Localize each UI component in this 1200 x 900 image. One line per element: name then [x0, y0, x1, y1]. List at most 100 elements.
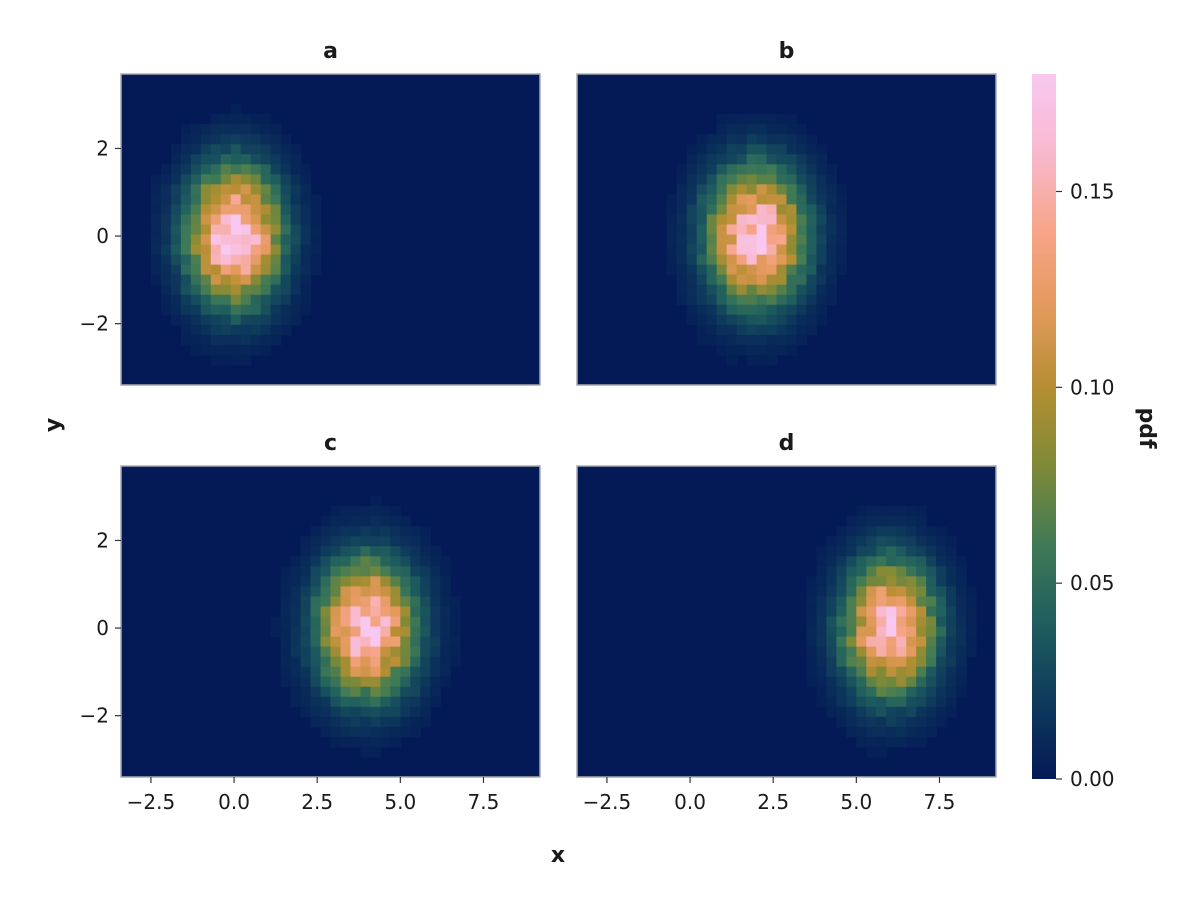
heatmap-cell	[160, 204, 172, 216]
heatmap-cell	[280, 284, 292, 296]
heatmap-cell	[370, 646, 381, 658]
heatmap-cell	[816, 284, 828, 296]
heatmap-cell	[230, 314, 242, 326]
heatmap-cell	[956, 566, 967, 577]
heatmap-cell	[926, 546, 937, 557]
x-axis-label: x	[551, 843, 565, 868]
heatmap-cell	[400, 636, 411, 648]
heatmap-cell	[310, 696, 322, 708]
heatmap-cell	[170, 294, 182, 306]
heatmap-cell	[260, 294, 272, 306]
heatmap-cell	[380, 686, 391, 698]
heatmap-cell	[280, 214, 292, 226]
heatmap-cell	[420, 546, 431, 557]
heatmap-cell	[686, 224, 698, 236]
heatmap-cell	[420, 536, 431, 547]
heatmap-cell	[370, 636, 381, 648]
heatmap-cell	[716, 344, 728, 356]
heatmap-cell	[816, 636, 828, 648]
heatmap-cell	[170, 264, 182, 276]
heatmap-cell	[916, 656, 927, 668]
heatmap-cell	[400, 546, 411, 557]
heatmap-cell	[190, 254, 202, 266]
heatmap-cell	[210, 194, 222, 206]
heatmap-cell	[450, 636, 461, 648]
heatmap-cell	[766, 324, 778, 336]
heatmap-cell	[836, 204, 847, 216]
heatmap-cell	[796, 254, 808, 266]
heatmap-cell	[776, 294, 788, 306]
heatmap-cell	[410, 656, 421, 668]
heatmap-cell	[270, 616, 282, 628]
heatmap-cell	[170, 144, 182, 155]
heatmap-cell	[736, 284, 748, 296]
heatmap-cell	[200, 264, 212, 276]
heatmap-cell	[270, 234, 282, 246]
y-tick-label: 2	[96, 136, 109, 160]
heatmap-cell	[160, 274, 172, 286]
heatmap-cell	[746, 164, 758, 175]
heatmap-cell	[886, 656, 897, 668]
heatmap-cell	[736, 114, 748, 125]
heatmap-cell	[290, 304, 302, 316]
heatmap-cell	[946, 556, 957, 567]
panel-b: b	[576, 39, 997, 386]
heatmap-cell	[290, 586, 302, 598]
heatmap-cell	[676, 164, 688, 175]
heatmap-cell	[916, 666, 927, 678]
heatmap-cell	[766, 224, 778, 236]
heatmap-cell	[846, 656, 857, 668]
heatmap-cell	[220, 124, 232, 135]
heatmap-cell	[826, 566, 837, 577]
heatmap-cell	[410, 536, 421, 547]
heatmap-cell	[310, 716, 322, 728]
heatmap-cell	[180, 274, 192, 286]
heatmap-cell	[836, 234, 847, 246]
heatmap-cell	[926, 656, 937, 668]
heatmap-cell	[180, 294, 192, 306]
heatmap-cell	[816, 616, 828, 628]
heatmap-cell	[916, 576, 927, 587]
heatmap-cell	[330, 546, 342, 557]
heatmap-cell	[856, 686, 867, 698]
heatmap-cell	[240, 114, 252, 125]
heatmap-cell	[200, 274, 212, 286]
heatmap-cell	[806, 646, 818, 658]
heatmap-cell	[310, 264, 322, 276]
heatmap-cell	[440, 586, 451, 598]
heatmap-cell	[966, 636, 977, 648]
heatmap-cell	[696, 224, 708, 236]
heatmap-cell	[160, 254, 172, 266]
heatmap-cell	[290, 686, 302, 698]
heatmap-cell	[916, 716, 927, 728]
heatmap-cell	[410, 526, 421, 537]
heatmap-cell	[250, 184, 262, 195]
heatmap-cell	[160, 214, 172, 226]
heatmap-cell	[766, 134, 778, 145]
heatmap-cell	[260, 154, 272, 165]
heatmap-cell	[746, 154, 758, 165]
heatmap-cell	[190, 204, 202, 216]
heatmap-cell	[160, 164, 172, 175]
heatmap-cell	[220, 274, 232, 286]
heatmap-cell	[916, 706, 927, 718]
heatmap-cell	[746, 144, 758, 155]
heatmap-cell	[320, 556, 332, 567]
heatmap-cell	[836, 596, 847, 608]
heatmap-cell	[846, 606, 857, 618]
heatmap-cell	[916, 676, 927, 688]
heatmap-cell	[180, 204, 192, 216]
heatmap-cell	[360, 686, 372, 698]
heatmap-cell	[686, 304, 698, 316]
heatmap-cell	[210, 114, 222, 125]
heatmap-cell	[430, 626, 441, 638]
heatmap-cell	[240, 204, 252, 216]
heatmap-cell	[260, 284, 272, 296]
heatmap-cell	[716, 294, 728, 306]
heatmap-cell	[420, 586, 431, 598]
heatmap-cell	[220, 164, 232, 175]
heatmap-cell	[190, 134, 202, 145]
heatmap-cell	[320, 616, 332, 628]
heatmap-cell	[260, 224, 272, 236]
heatmap-cell	[876, 716, 887, 728]
